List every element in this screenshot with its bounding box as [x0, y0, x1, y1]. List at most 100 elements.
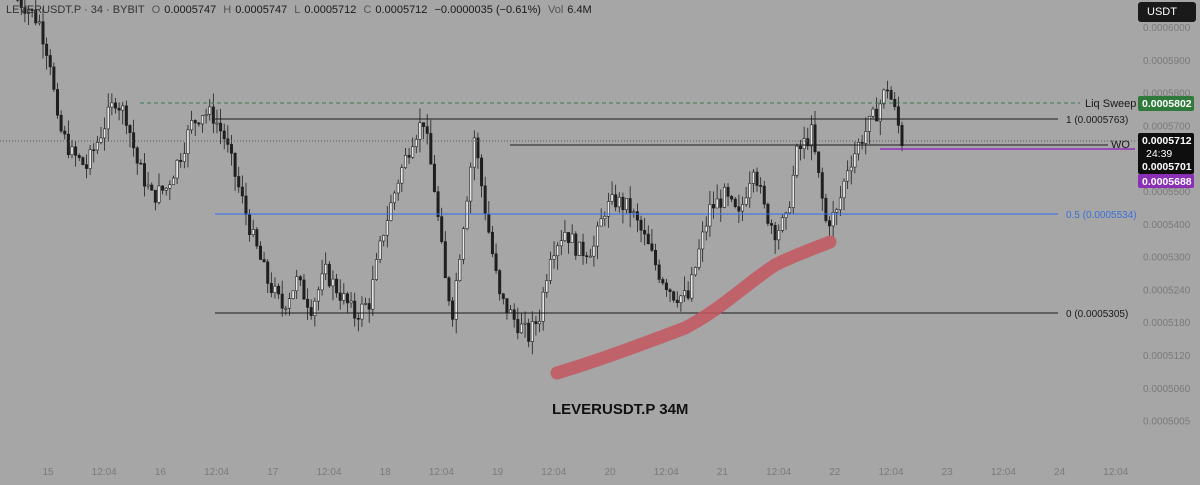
candle-body	[484, 186, 486, 214]
candle-body	[723, 187, 725, 207]
candle-body	[738, 207, 740, 211]
candle-body	[448, 278, 450, 301]
candle-body	[404, 155, 406, 167]
fib-level-1-label: 1 (0.0005763)	[1066, 115, 1128, 126]
candle-body	[564, 232, 566, 240]
candle-body	[676, 300, 678, 303]
candle-body	[444, 242, 446, 278]
candle-body	[727, 187, 729, 196]
candle-body	[614, 195, 616, 207]
candle-body	[894, 99, 896, 106]
candle-body	[549, 259, 551, 280]
candle-body	[741, 204, 743, 211]
candle-body	[759, 185, 761, 186]
candle-body	[161, 186, 163, 190]
candle-body	[582, 242, 584, 256]
candle-body	[382, 235, 384, 241]
candle-body	[281, 294, 283, 308]
candles-layer	[16, 0, 903, 354]
candle-body	[219, 123, 221, 131]
candle-body	[694, 267, 696, 274]
candle-body	[332, 279, 334, 286]
candle-body	[647, 234, 649, 244]
candle-body	[788, 208, 790, 213]
volume-label: Vol	[548, 4, 563, 16]
candle-body	[361, 304, 363, 319]
candle-body	[596, 226, 598, 246]
candle-body	[698, 249, 700, 267]
candle-body	[701, 232, 703, 249]
low-value: 0.0005712	[304, 4, 356, 16]
candle-body	[654, 250, 656, 265]
time-tick-label: 12:04	[204, 467, 229, 478]
candle-body	[267, 262, 269, 283]
price-tick-label: 0.0005900	[1143, 56, 1191, 67]
price-tick-label: 0.0005060	[1143, 384, 1191, 395]
candle-body	[709, 204, 711, 226]
high-label: H	[223, 4, 231, 16]
candle-body	[172, 178, 174, 185]
candle-body	[502, 294, 504, 299]
price-tick-label: 0.0005120	[1143, 351, 1191, 362]
time-tick-label: 12:04	[316, 467, 341, 478]
candle-body	[691, 275, 693, 298]
candle-body	[147, 185, 149, 186]
candle-body	[538, 321, 540, 323]
symbol-name[interactable]: LEVERUSDT.P · 34 · BYBIT	[6, 4, 145, 16]
candle-body	[56, 89, 58, 115]
candle-body	[745, 198, 747, 205]
candle-body	[270, 283, 272, 292]
price-axis[interactable]: 0.00060000.00059000.00058000.00057000.00…	[1143, 23, 1191, 428]
time-tick-label: 19	[492, 467, 504, 478]
candle-body	[803, 139, 805, 149]
candle-body	[263, 260, 265, 262]
candle-body	[531, 321, 533, 341]
close-value: 0.0005712	[375, 4, 427, 16]
candle-body	[593, 246, 595, 256]
candle-body	[585, 256, 587, 257]
candle-body	[85, 165, 87, 169]
high-value: 0.0005747	[235, 4, 287, 16]
candle-body	[169, 185, 171, 189]
candle-body	[42, 22, 44, 44]
candle-body	[67, 134, 69, 155]
candle-body	[843, 181, 845, 198]
candle-body	[339, 293, 341, 301]
candle-body	[792, 175, 794, 207]
candle-body	[277, 286, 279, 294]
candle-body	[575, 234, 577, 256]
time-tick-label: 20	[604, 467, 616, 478]
candle-body	[506, 299, 508, 313]
trend-highlight-stroke	[557, 242, 830, 373]
candle-body	[285, 308, 287, 309]
candle-body	[488, 214, 490, 232]
candle-body	[292, 291, 294, 299]
candle-body	[357, 318, 359, 319]
candle-body	[259, 246, 261, 259]
time-tick-label: 16	[155, 467, 167, 478]
candle-body	[422, 123, 424, 127]
time-tick-label: 17	[267, 467, 279, 478]
candle-body	[198, 123, 200, 124]
candle-body	[328, 264, 330, 286]
candle-body	[756, 172, 758, 185]
candle-body	[636, 212, 638, 220]
liq-sweep-price-tag: 0.0005802	[1138, 96, 1194, 111]
candle-body	[325, 264, 327, 274]
candle-body	[433, 164, 435, 192]
currency-button[interactable]: USDT	[1138, 2, 1196, 22]
candle-body	[459, 259, 461, 280]
candle-body	[375, 259, 377, 279]
candle-body	[814, 125, 816, 152]
candle-body	[252, 230, 254, 235]
candle-body	[118, 108, 120, 110]
candle-body	[872, 109, 874, 116]
candle-body	[535, 321, 537, 323]
candle-body	[143, 164, 145, 187]
candle-body	[346, 294, 348, 303]
candle-body	[683, 291, 685, 296]
candle-body	[49, 55, 51, 66]
